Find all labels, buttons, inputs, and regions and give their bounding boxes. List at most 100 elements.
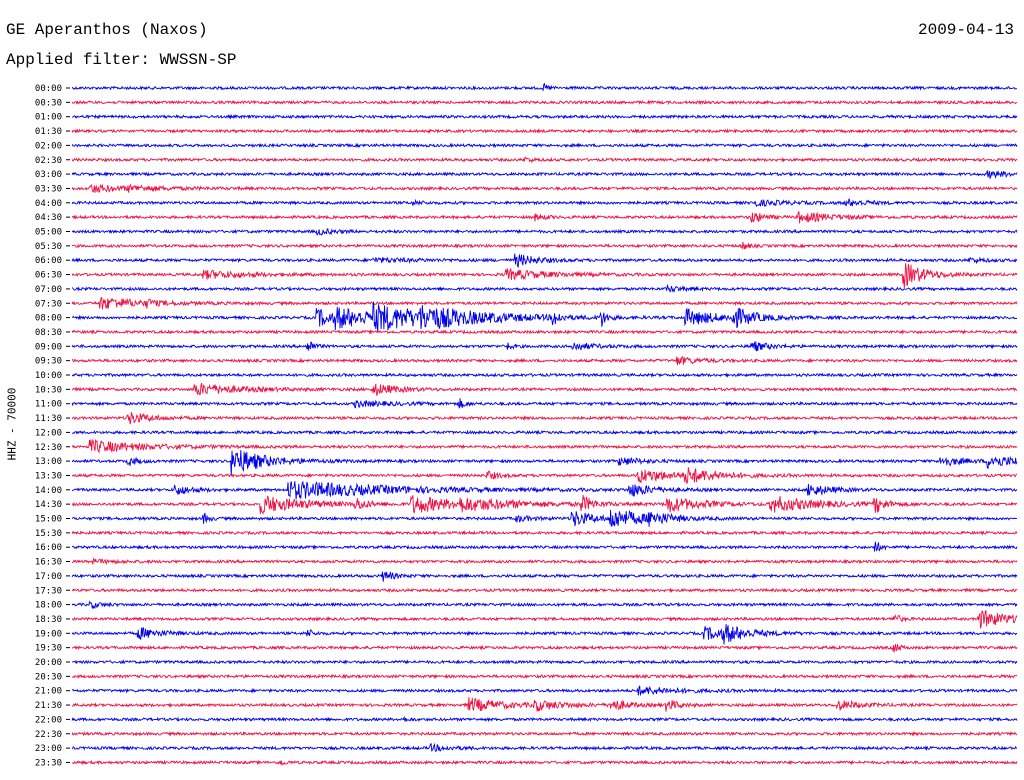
time-tick-label: 14:30 <box>35 500 62 510</box>
trace-1430 <box>71 494 1018 515</box>
trace-0600 <box>71 253 1018 268</box>
time-tick-label: 01:00 <box>35 113 62 123</box>
time-tick-label: 16:30 <box>35 558 62 568</box>
time-tick-label: 02:30 <box>35 156 62 166</box>
trace-0400 <box>71 198 1018 208</box>
trace-1500 <box>71 509 1018 527</box>
time-tick-label: 07:00 <box>35 285 62 295</box>
time-tick-label: 15:30 <box>35 529 62 539</box>
trace-0930 <box>71 355 1018 366</box>
trace-0000 <box>71 82 1017 91</box>
time-tick-label: 03:00 <box>35 170 62 180</box>
time-tick-label: 21:00 <box>35 687 62 697</box>
trace-1000 <box>71 372 1018 378</box>
time-tick-label: 15:00 <box>35 515 62 525</box>
trace-1600 <box>71 541 1018 552</box>
trace-2330 <box>71 759 1018 766</box>
trace-1830 <box>71 610 1018 629</box>
time-tick-label: 09:00 <box>35 342 62 352</box>
time-tick-label: 17:00 <box>35 572 62 582</box>
time-tick-label: 06:00 <box>35 256 62 266</box>
time-tick-label: 11:00 <box>35 400 62 410</box>
trace-0630 <box>71 263 1018 289</box>
time-tick-label: 22:30 <box>35 730 62 740</box>
time-tick-label: 04:00 <box>35 199 62 209</box>
time-tick-label: 13:30 <box>35 471 62 481</box>
time-tick-label: 08:00 <box>35 314 62 324</box>
trace-1730 <box>71 587 1018 594</box>
trace-2300 <box>71 742 1018 753</box>
time-tick-label: 09:30 <box>35 357 62 367</box>
time-tick-label: 06:30 <box>35 271 62 281</box>
trace-1130 <box>71 412 1018 425</box>
time-tick-label: 10:00 <box>35 371 62 381</box>
trace-0900 <box>71 341 1018 352</box>
trace-1230 <box>71 438 1018 454</box>
time-tick-label: 23:00 <box>35 744 62 754</box>
trace-0500 <box>71 228 1018 236</box>
time-tick-label: 13:00 <box>35 457 62 467</box>
time-tick-label: 07:30 <box>35 299 62 309</box>
time-tick-label: 20:30 <box>35 672 62 682</box>
trace-2100 <box>71 685 1018 696</box>
trace-1700 <box>71 571 1018 582</box>
time-tick-label: 23:30 <box>35 758 62 768</box>
time-tick-label: 14:00 <box>35 486 62 496</box>
time-tick-label: 18:30 <box>35 615 62 625</box>
trace-1330 <box>71 467 1017 484</box>
trace-1200 <box>71 429 1018 436</box>
trace-1800 <box>71 600 1018 610</box>
trace-0730 <box>71 296 1018 310</box>
trace-0800 <box>71 301 1017 333</box>
time-tick-label: 08:30 <box>35 328 62 338</box>
trace-0300 <box>71 170 1018 180</box>
trace-1300 <box>72 450 1018 476</box>
time-tick-label: 00:30 <box>35 98 62 108</box>
trace-1400 <box>71 480 1018 500</box>
station-title: GE Aperanthos (Naxos) <box>6 21 208 39</box>
trace-0830 <box>71 328 1018 335</box>
time-tick-label: 04:30 <box>35 213 62 223</box>
trace-0130 <box>71 128 1018 134</box>
trace-2130 <box>71 696 1018 712</box>
time-tick-label: 01:30 <box>35 127 62 137</box>
time-tick-label: 10:30 <box>35 385 62 395</box>
time-tick-label: 12:00 <box>35 428 62 438</box>
trace-0530 <box>71 241 1018 250</box>
time-tick-label: 21:30 <box>35 701 62 711</box>
trace-1100 <box>71 398 1018 409</box>
trace-0330 <box>71 183 1018 194</box>
trace-1930 <box>71 644 1018 653</box>
date-label: 2009-04-13 <box>917 21 1014 39</box>
trace-2200 <box>71 715 1018 723</box>
trace-1630 <box>71 557 1018 565</box>
trace-0030 <box>71 99 1018 106</box>
trace-0200 <box>71 142 1018 149</box>
time-tick-label: 19:00 <box>35 629 62 639</box>
time-tick-label: 05:30 <box>35 242 62 252</box>
time-tick-label: 11:30 <box>35 414 62 424</box>
trace-2000 <box>71 659 1018 665</box>
time-tick-label: 20:00 <box>35 658 62 668</box>
trace-2030 <box>71 673 1018 680</box>
trace-0430 <box>71 211 1018 224</box>
trace-2230 <box>71 730 1018 737</box>
trace-0230 <box>71 156 1018 164</box>
time-tick-label: 12:30 <box>35 443 62 453</box>
time-tick-label: 17:30 <box>35 586 62 596</box>
time-tick-label: 16:00 <box>35 543 62 553</box>
trace-0700 <box>71 283 1018 293</box>
time-tick-label: 05:00 <box>35 228 62 238</box>
trace-1900 <box>71 624 1018 645</box>
time-tick-label: 03:30 <box>35 184 62 194</box>
time-tick-label: 18:00 <box>35 601 62 611</box>
time-tick-label: 22:00 <box>35 715 62 725</box>
trace-1530 <box>71 530 1018 536</box>
time-tick-label: 00:00 <box>35 84 62 94</box>
time-tick-label: 02:00 <box>35 141 62 151</box>
trace-0100 <box>71 113 1018 120</box>
trace-1030 <box>71 382 1018 396</box>
time-tick-label: 19:30 <box>35 644 62 654</box>
filter-label: Applied filter: WWSSN-SP <box>6 51 237 69</box>
